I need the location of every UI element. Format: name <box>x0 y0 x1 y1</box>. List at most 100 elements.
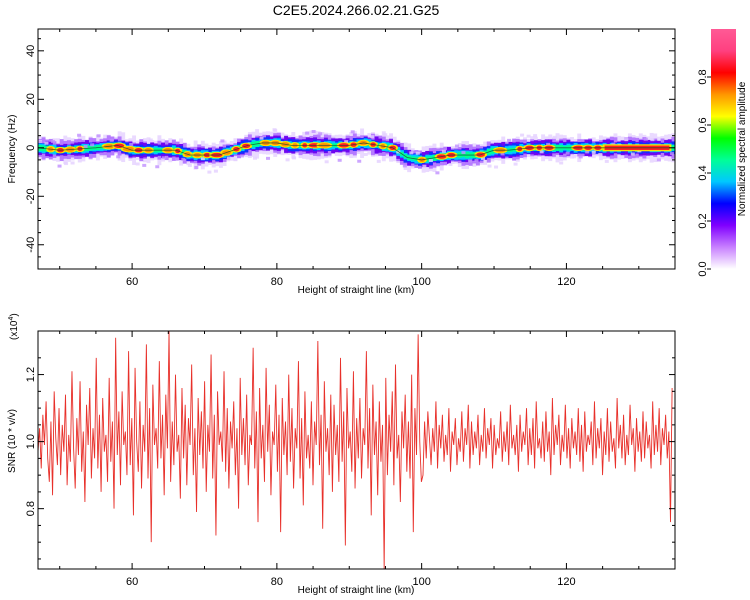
spectrogram-speckle <box>337 158 342 162</box>
spectrogram-speckle <box>650 138 655 142</box>
spectrogram-speckle <box>474 159 479 163</box>
spectrogram-speckle <box>565 151 570 155</box>
spectrogram-speckle <box>83 144 88 148</box>
spectrogram-speckle <box>44 141 49 145</box>
spectrogram-speckle <box>239 154 244 158</box>
snr-scale-exponent: 4 <box>8 317 15 321</box>
colorbar: 0.0 0.2 0.4 0.6 0.8 Normalized spectral ampl… <box>697 29 748 277</box>
colorbar-ticks: 0.0 0.2 0.4 0.6 0.8 <box>697 69 711 277</box>
spectrogram-y-ticks: -40 -20 0 20 40 <box>25 38 675 258</box>
spectrogram-speckle <box>415 151 420 155</box>
spectrogram-speckle <box>656 158 661 162</box>
snr-plot-area <box>38 331 675 569</box>
spectrogram-marks <box>37 128 676 175</box>
snr-scale-base: (x10 <box>9 320 20 340</box>
spectrogram-speckle <box>311 130 316 133</box>
spectrogram-speckle <box>324 160 329 164</box>
spectrogram-speckle <box>318 132 323 136</box>
snr-y-tick-label: 1.0 <box>25 434 37 449</box>
spectrogram-speckle <box>233 158 238 162</box>
spectrogram-speckle <box>285 158 290 162</box>
spectrogram-x-tick-label: 120 <box>557 276 575 288</box>
spectrogram-y-tick-label: 20 <box>25 93 37 105</box>
colorbar-tick-label: 0.6 <box>697 117 709 132</box>
spectrogram-speckle <box>298 155 303 159</box>
spectrogram-x-tick-label: 80 <box>271 276 283 288</box>
spectrogram-speckle <box>520 133 525 137</box>
snr-scale-label: (x104) <box>8 313 20 340</box>
spectrogram-speckle <box>148 138 153 142</box>
spectrogram-speckle <box>669 152 674 156</box>
spectrogram-speckle <box>129 143 134 147</box>
spectrogram-panel: 60 80 100 120 -40 -20 0 20 40 Height of straigh… <box>7 28 676 296</box>
spectrogram-speckle <box>494 165 499 169</box>
spectrogram-speckle <box>507 138 512 142</box>
spectrogram-speckle <box>252 156 257 160</box>
spectrogram-speckle <box>116 155 121 159</box>
spectrogram-y-axis-label: Frequency (Hz) <box>7 115 18 184</box>
snr-y-axis-label: SNR (10 * v/v) <box>7 409 18 473</box>
snr-y-tick-label: 1.2 <box>25 367 37 382</box>
spectrogram-speckle <box>539 150 544 154</box>
spectrogram-speckle <box>363 152 368 156</box>
spectrogram-y-tick-label: 0 <box>25 145 37 151</box>
spectrogram-speckle <box>259 136 264 140</box>
spectrogram-speckle <box>161 156 166 160</box>
spectrogram-speckle <box>181 157 186 161</box>
spectrogram-ridge-line <box>37 142 675 161</box>
spectrogram-speckle <box>357 159 362 163</box>
spectrogram-speckle <box>305 131 310 135</box>
snr-x-tick-label: 60 <box>126 576 138 588</box>
snr-line <box>37 330 673 570</box>
spectrogram-y-tick-label: -40 <box>25 237 37 253</box>
spectrogram-speckle <box>344 140 349 144</box>
spectrogram-speckle <box>630 152 635 156</box>
spectrogram-x-axis-label: Height of straight line (km) <box>298 285 415 296</box>
spectrogram-speckle <box>226 156 231 160</box>
spectrogram-speckle <box>96 134 101 138</box>
spectrogram-y-tick-label: 40 <box>25 45 37 57</box>
spectrogram-speckle <box>598 153 603 157</box>
spectrogram-speckle <box>77 133 82 137</box>
snr-x-tick-label: 80 <box>271 576 283 588</box>
spectrogram-speckle <box>51 139 56 143</box>
snr-y-ticks: 0.8 1.0 1.2 <box>25 357 675 560</box>
figure-title: C2E5.2024.266.02.21.G25 <box>273 2 440 18</box>
snr-x-axis-label: Height of straight line (km) <box>298 585 415 596</box>
spectrogram-speckle <box>220 139 225 143</box>
spectrogram-speckle <box>142 163 147 167</box>
snr-y-tick-label: 0.8 <box>25 501 37 516</box>
spectrogram-speckle <box>526 134 531 138</box>
snr-marks <box>37 330 673 570</box>
spectrogram-speckle <box>213 169 218 173</box>
spectrogram-speckle <box>38 140 42 144</box>
spectrogram-speckle <box>487 164 492 168</box>
spectrogram-speckle <box>467 159 472 163</box>
spectrogram-speckle <box>578 155 583 159</box>
spectrogram-speckle <box>591 150 596 154</box>
spectrogram-speckle <box>461 151 466 155</box>
spectrogram-speckle <box>200 157 205 161</box>
spectrogram-speckle <box>448 162 453 166</box>
spectrogram-speckle <box>428 159 433 163</box>
spectrogram-speckle <box>155 165 160 169</box>
spectrogram-speckle <box>643 137 648 141</box>
spectrogram-frame <box>37 28 676 270</box>
spectrogram-speckle <box>187 163 192 167</box>
spectrogram-speckle <box>552 135 557 139</box>
spectrogram-speckle <box>194 165 199 169</box>
spectrogram-speckle <box>383 133 388 137</box>
snr-frame <box>37 330 676 570</box>
snr-x-tick-label: 120 <box>557 576 575 588</box>
spectrogram-speckle <box>109 138 114 142</box>
spectrogram-speckle <box>500 152 505 156</box>
spectrogram-y-tick-label: -20 <box>25 188 37 204</box>
spectrogram-speckle <box>207 170 212 174</box>
spectrogram-speckle <box>624 138 629 142</box>
snr-scale-close: ) <box>9 313 20 316</box>
spectrogram-speckle <box>174 157 179 161</box>
spectrogram-speckle <box>435 171 440 175</box>
colorbar-tick-label: 0.8 <box>697 69 709 84</box>
spectrogram-speckle <box>546 142 551 146</box>
